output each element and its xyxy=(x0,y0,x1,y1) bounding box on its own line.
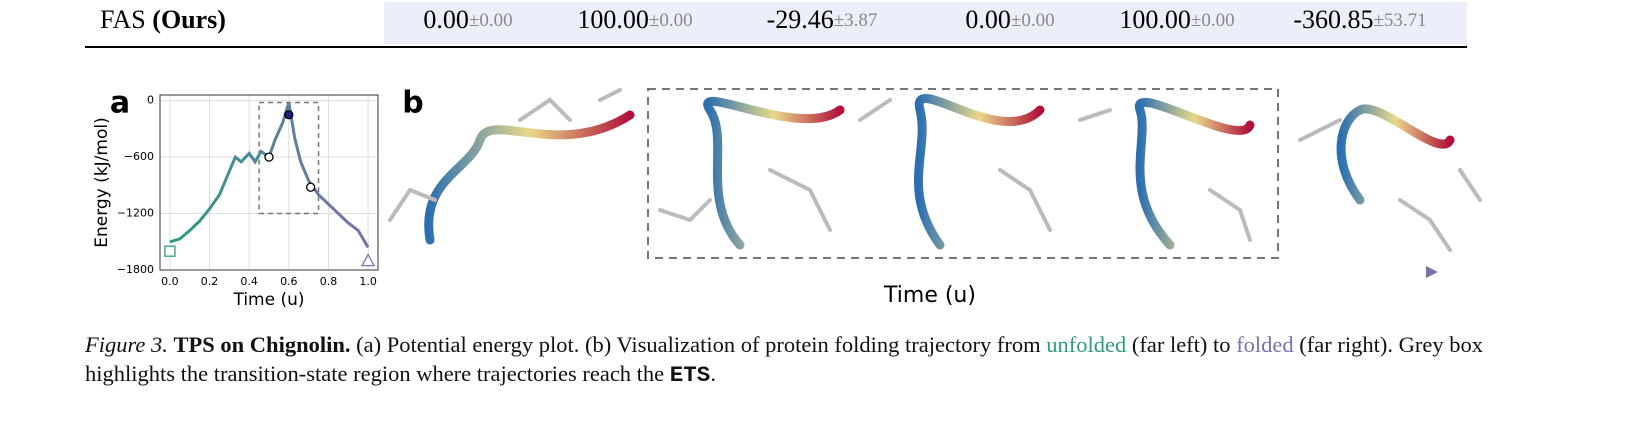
figure: FAS (Ours) 0.00±0.00 100.00±0.00 -29.46±3.… xyxy=(85,2,1482,310)
ets: ETS xyxy=(669,362,711,388)
cell-std: ±53.71 xyxy=(1373,10,1426,31)
panel-label: b xyxy=(402,86,423,121)
x-tick-label: 0.0 xyxy=(161,275,179,288)
folded-word: folded xyxy=(1236,332,1294,357)
caption-title: TPS on Chignolin. xyxy=(173,332,351,357)
y-tick-label: −1800 xyxy=(117,263,154,276)
table-cell: 100.00±0.00 xyxy=(577,5,692,34)
x-tick-label: 1.0 xyxy=(359,275,377,288)
cell-mean: 100.00 xyxy=(577,5,649,34)
method-tag: (Ours) xyxy=(152,5,226,34)
table-cell: 0.00±0.00 xyxy=(423,5,512,34)
x-tick-label: 0.4 xyxy=(240,275,258,288)
protein-renders xyxy=(388,88,1482,252)
point-marker xyxy=(264,152,274,162)
cell-std: ±3.87 xyxy=(834,10,878,31)
caption: Figure 3. TPS on Chignolin. (a) Potentia… xyxy=(85,330,1505,390)
x-axis-label: Time (u) xyxy=(232,290,304,310)
cell-mean: 100.00 xyxy=(1119,5,1191,34)
cell-std: ±0.00 xyxy=(469,10,513,31)
caption-text: (far right). Grey box highlights the tra… xyxy=(85,332,1483,386)
x-tick-label: 0.6 xyxy=(280,275,298,288)
transition-box xyxy=(647,88,1279,259)
table-cell: 100.00±0.00 xyxy=(1119,5,1234,34)
x-tick-label: 0.8 xyxy=(320,275,338,288)
table-cell: -360.85±53.71 xyxy=(1293,5,1426,34)
y-tick-label: −1200 xyxy=(117,207,154,220)
energy-line xyxy=(169,102,370,249)
table-highlight xyxy=(384,2,1467,44)
caption-label: Figure 3. xyxy=(85,332,168,357)
method-name: FAS (Ours) xyxy=(100,5,226,34)
table-cell: -29.46±3.87 xyxy=(767,5,878,34)
y-tick-label: −600 xyxy=(124,150,154,163)
panel-label: a xyxy=(110,86,130,121)
unfolded-word: unfolded xyxy=(1046,332,1127,357)
start-marker xyxy=(164,245,176,257)
caption-text: . xyxy=(710,361,716,386)
time-label: Time (u) xyxy=(883,283,976,308)
cell-std: ±0.00 xyxy=(649,10,693,31)
y-tick-label: 0 xyxy=(147,94,154,107)
method: FAS xyxy=(100,5,146,34)
arrow-head xyxy=(1426,266,1438,278)
cell-mean: 0.00 xyxy=(423,5,469,34)
x-tick-label: 0.2 xyxy=(201,275,219,288)
cell-mean: -29.46 xyxy=(767,5,834,34)
cell-std: ±0.00 xyxy=(1191,10,1235,31)
plot-frame xyxy=(159,94,379,271)
end-marker xyxy=(360,253,376,267)
cell-mean: -360.85 xyxy=(1293,5,1373,34)
caption-text: (a) Potential energy plot. (b) Visualiza… xyxy=(356,332,1041,357)
cell-std: ±0.00 xyxy=(1011,10,1055,31)
caption-text: (far left) to xyxy=(1131,332,1231,357)
table-cell: 0.00±0.00 xyxy=(965,5,1054,34)
cell-mean: 0.00 xyxy=(965,5,1011,34)
y-axis-label: Energy (kJ/mol) xyxy=(92,117,112,247)
point-marker xyxy=(305,182,316,192)
point-marker xyxy=(284,110,294,120)
